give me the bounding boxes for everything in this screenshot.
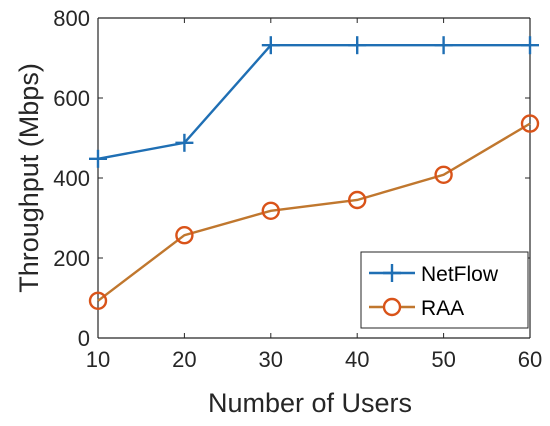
data-point: [521, 36, 539, 55]
data-point: [175, 225, 194, 245]
data-point: [261, 36, 280, 55]
legend-item-raa: RAA: [369, 297, 464, 320]
data-point: [175, 133, 194, 152]
x-tick-label: 10: [86, 347, 110, 372]
x-tick-label: 60: [518, 347, 542, 372]
data-point: [434, 36, 453, 55]
x-tick-label: 30: [259, 347, 283, 372]
y-tick-label: 200: [53, 246, 90, 271]
y-tick-label: 0: [78, 326, 90, 351]
legend-item-netflow: NetFlow: [369, 263, 499, 286]
series-netflow: [89, 36, 539, 168]
data-point: [348, 36, 367, 55]
x-tick-label: 20: [172, 347, 196, 372]
y-tick-label: 400: [53, 166, 90, 191]
y-tick-label: 800: [53, 6, 90, 31]
legend-label: RAA: [421, 297, 464, 320]
data-point: [88, 291, 108, 310]
legend-label: NetFlow: [421, 263, 499, 286]
series-line: [97, 122, 531, 302]
data-point: [434, 165, 453, 185]
x-tick-label: 50: [431, 347, 455, 372]
data-point: [261, 201, 280, 221]
data-point: [89, 149, 107, 168]
legend: NetFlow RAA: [360, 251, 529, 329]
series-layer: [88, 36, 540, 310]
data-point: [520, 114, 540, 133]
series-line: [97, 44, 530, 160]
legend-circle: [382, 297, 402, 317]
data-point: [348, 190, 367, 210]
x-tick-label: 40: [345, 347, 369, 372]
x-axis-label: Number of Users: [208, 388, 412, 418]
series-raa: [88, 114, 540, 310]
y-tick-label: 600: [53, 86, 90, 111]
y-axis-label: Throughput (Mbps): [14, 63, 44, 293]
